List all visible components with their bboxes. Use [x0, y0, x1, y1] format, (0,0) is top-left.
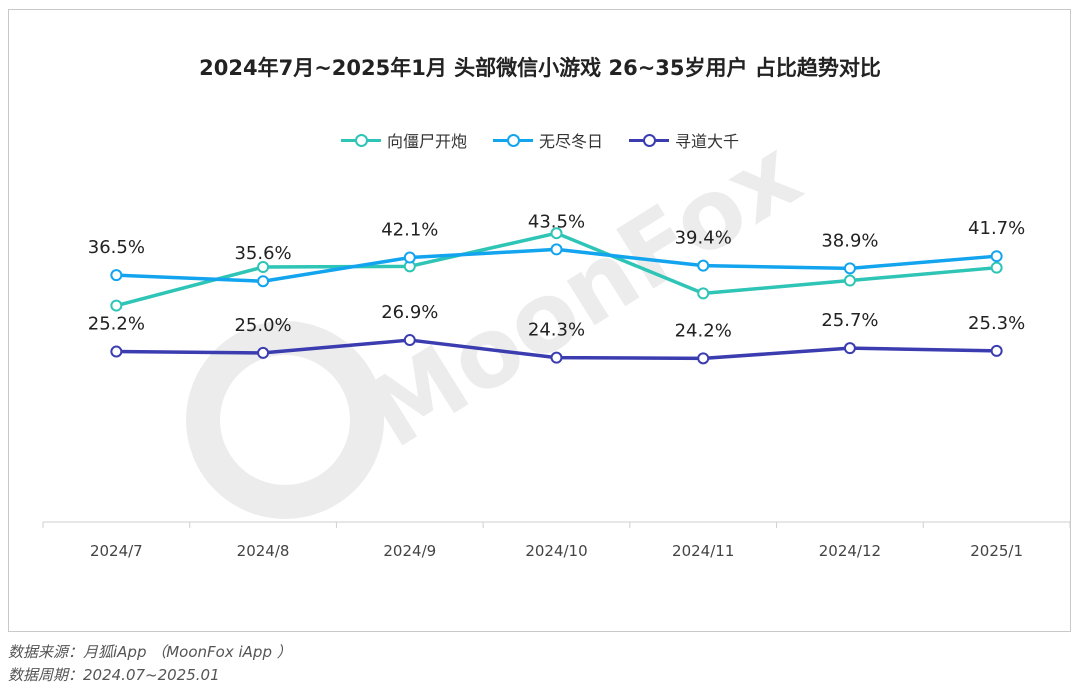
data-label: 26.9% — [381, 302, 438, 323]
data-point — [550, 351, 563, 364]
data-point — [697, 352, 710, 365]
data-label: 25.2% — [88, 314, 145, 335]
x-tick-label: 2025/1 — [970, 542, 1023, 560]
data-point — [110, 299, 123, 312]
chart-frame — [8, 9, 1071, 632]
data-point — [550, 227, 563, 240]
x-tick-label: 2024/9 — [383, 542, 436, 560]
legend-label: 寻道大千 — [675, 132, 740, 151]
data-label: 35.6% — [234, 243, 291, 264]
data-point — [110, 345, 123, 358]
data-label: 24.3% — [528, 320, 585, 341]
data-label: 43.5% — [528, 211, 585, 232]
data-point — [843, 262, 856, 275]
legend-label: 向僵尸开炮 — [386, 132, 467, 151]
data-point — [257, 346, 270, 359]
data-period-note: 数据周期：2024.07~2025.01 — [8, 666, 220, 684]
data-point — [257, 261, 270, 274]
data-point — [697, 259, 710, 272]
data-point — [403, 251, 416, 264]
data-point — [110, 269, 123, 282]
data-point — [843, 342, 856, 355]
data-label: 42.1% — [381, 220, 438, 241]
watermark: MoonFox — [186, 117, 819, 519]
x-tick-label: 2024/7 — [90, 542, 143, 560]
legend-swatch-icon — [629, 133, 669, 147]
x-tick-label: 2024/10 — [525, 542, 587, 560]
data-point — [257, 275, 270, 288]
legend-swatch-icon — [492, 133, 533, 147]
data-point — [990, 250, 1003, 263]
data-point — [403, 334, 416, 347]
data-label: 39.4% — [675, 228, 732, 249]
data-point — [697, 287, 710, 300]
data-source-note: 数据来源：月狐iApp （MoonFox iApp ） — [8, 643, 292, 661]
legend-label: 无尽冬日 — [538, 132, 603, 151]
legend-item-0: 向僵尸开炮 — [340, 127, 467, 153]
data-point — [550, 243, 563, 256]
data-point — [843, 274, 856, 287]
watermark-text: MoonFox — [348, 117, 819, 469]
legend-swatch-icon — [340, 133, 381, 147]
data-label: 25.3% — [968, 313, 1025, 334]
data-label: 38.9% — [821, 230, 878, 251]
data-label: 24.2% — [675, 320, 732, 341]
chart-legend: 向僵尸开炮 无尽冬日 寻道大千 — [0, 127, 1080, 153]
watermark-logo-icon — [186, 321, 384, 519]
data-label: 41.7% — [968, 218, 1025, 239]
data-point — [990, 344, 1003, 357]
chart-title: 2024年7月~2025年1月 头部微信小游戏 26~35岁用户 占比趋势对比 — [199, 56, 881, 80]
data-label: 25.0% — [234, 315, 291, 336]
data-label: 36.5% — [88, 237, 145, 258]
x-tick-label: 2024/8 — [237, 542, 290, 560]
x-tick-label: 2024/11 — [672, 542, 734, 560]
data-point — [990, 261, 1003, 274]
legend-item-2: 寻道大千 — [629, 127, 739, 153]
data-label: 25.7% — [821, 310, 878, 331]
x-tick-label: 2024/12 — [819, 542, 881, 560]
legend-item-1: 无尽冬日 — [492, 127, 603, 153]
